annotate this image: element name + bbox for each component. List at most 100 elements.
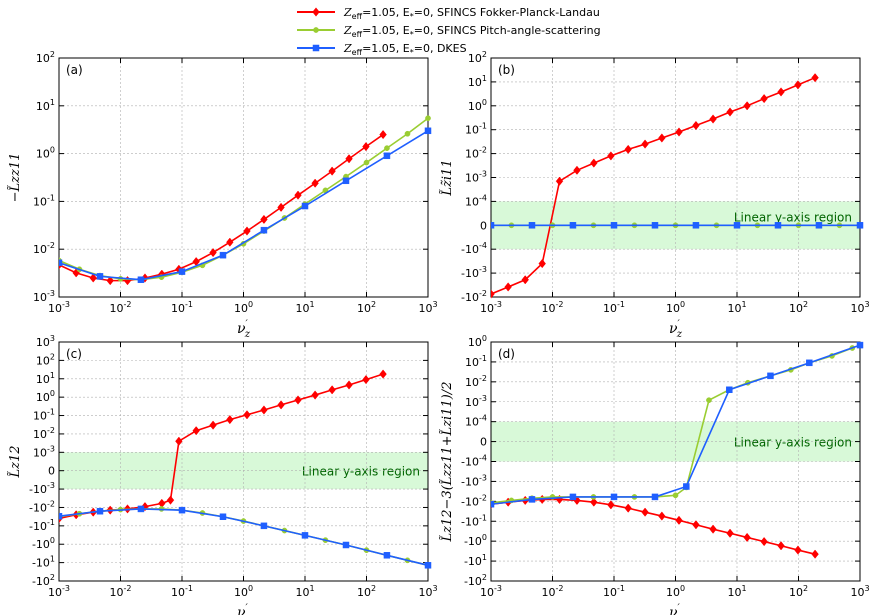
tick-base: 10 [603,302,617,315]
point-fpl-10 [658,511,666,521]
tick-exp: -2 [479,289,487,298]
tick-exp: 1 [309,300,314,309]
xlabel-nu: ν [237,321,246,337]
tick-exp: 2 [50,50,55,59]
tick-base: 10 [171,586,185,599]
series-group [59,115,432,286]
point-fpl-14 [294,190,302,200]
xlabel-prime: ′ [677,603,680,614]
y-tick-label: 100 [36,389,55,404]
y-tick-label: 102 [36,352,55,367]
x-tick-label: 100 [666,584,685,599]
point-fpl-12 [243,410,251,420]
point-fpl-11 [226,415,234,425]
point-fpl-9 [209,247,217,258]
point-fpl-15 [743,532,751,543]
tick-exp: 2 [482,50,487,59]
point-fpl-18 [345,380,353,390]
point-pas-9 [672,492,679,499]
y-axis-label: L̃z12 [7,445,23,478]
tick-base: 10 [33,428,47,441]
tick-base: 10 [480,302,494,315]
tick-base: -10 [29,501,47,514]
tick-base: 10 [666,586,680,599]
tick-exp: -2 [47,426,55,435]
legend-end: =0, SFINCS Pitch-angle-scattering [414,24,601,37]
tick-exp: 3 [432,300,437,309]
xlabel-nu: ν [669,321,678,337]
point-fpl-16 [760,94,768,104]
point-dkes-3 [178,506,186,514]
y-tick-label: 103 [36,334,55,349]
panels: 10-3 10-2 10-1 100 101 102 10310-310-210-11001… [7,50,870,615]
tick-base: 10 [36,148,50,161]
y-tick-label: -10-2 [461,289,487,304]
point-fpl-17 [328,385,336,395]
y-tick-label: 102 [36,50,55,65]
tick-exp: -1 [617,584,625,593]
tick-exp: 0 [50,389,55,398]
tick-exp: -2 [556,300,564,309]
tick-exp: 1 [309,584,314,593]
x-tick-label: 10-2 [542,300,564,315]
point-fpl-13 [260,405,268,415]
point-fpl-14 [277,400,285,410]
tick-exp: -3 [479,473,487,482]
point-fpl-18 [362,142,370,152]
point-dkes-0 [491,222,495,229]
tick-base: 10 [727,586,741,599]
x-tick-label: 102 [789,584,808,599]
x-tick-label: 10-2 [542,584,564,599]
y-tick-label: 10-1 [33,193,55,208]
y-tick-label: 100 [36,146,55,161]
y-axis-label: L̃z̃i11 [439,159,455,196]
point-fpl-17 [777,541,785,551]
legend-label-1: Zeff=1.05, E*=0, SFINCS Pitch-angle-scat… [343,24,601,39]
tick-exp: 0 [248,584,253,593]
point-dkes-8 [815,222,823,229]
point-fpl-6 [590,158,598,168]
x-ticks: 10-3 10-2 10-1 100 101 102 103 [48,342,438,599]
point-dkes-5 [260,522,268,530]
y-tick-label: 10-2 [33,426,55,441]
point-fpl-20 [379,369,387,379]
x-tick-label: 103 [850,300,869,315]
legend-mid: =1.05, E [362,42,410,55]
y-tick-label: -10-3 [461,473,487,488]
point-fpl-7 [166,495,175,505]
y-axis-label: L̃z12−3(L̃zz11+L̃zi11)/2 [439,382,455,543]
tick-exp: 1 [741,584,746,593]
tick-exp: 0 [680,300,685,309]
series-line-dkes [59,508,429,567]
tick-exp: -4 [479,454,487,463]
tick-base: 10 [465,416,479,429]
point-dkes-5 [260,226,268,234]
tick-exp: -3 [62,584,70,593]
point-dkes-4 [651,493,659,501]
tick-base: 10 [234,586,248,599]
x-ticks: 10-3 10-2 10-1 100 101 102 103 [48,58,438,315]
x-tick-label: 101 [295,584,314,599]
point-fpl-10 [209,420,217,430]
legend-sub2: * [410,48,414,57]
point-fpl-9 [641,507,649,517]
y-tick-label: -10-3 [29,481,55,496]
x-ticks: 10-3 10-2 10-1 100 101 102 103 [480,342,870,599]
x-tick-label: 10-1 [171,584,193,599]
panel-0: 10-3 10-2 10-1 100 101 102 10310-310-210-11001… [7,50,438,340]
tick-exp: 3 [50,334,55,343]
panel-label: (a) [66,63,83,77]
x-tick-label: 102 [789,300,808,315]
xlabel-nu: ν [237,605,246,615]
x-tick-label: 10-3 [480,584,502,599]
point-pas-11 [706,397,712,404]
tick-base: 10 [33,410,47,423]
x-tick-label: 101 [727,300,746,315]
xlabel-prime: ′ [677,319,680,330]
y-tick-label: -10-2 [461,493,487,508]
point-fpl-13 [709,524,717,534]
x-tick-label: 103 [418,584,437,599]
y-tick-label: -10-4 [461,454,487,469]
